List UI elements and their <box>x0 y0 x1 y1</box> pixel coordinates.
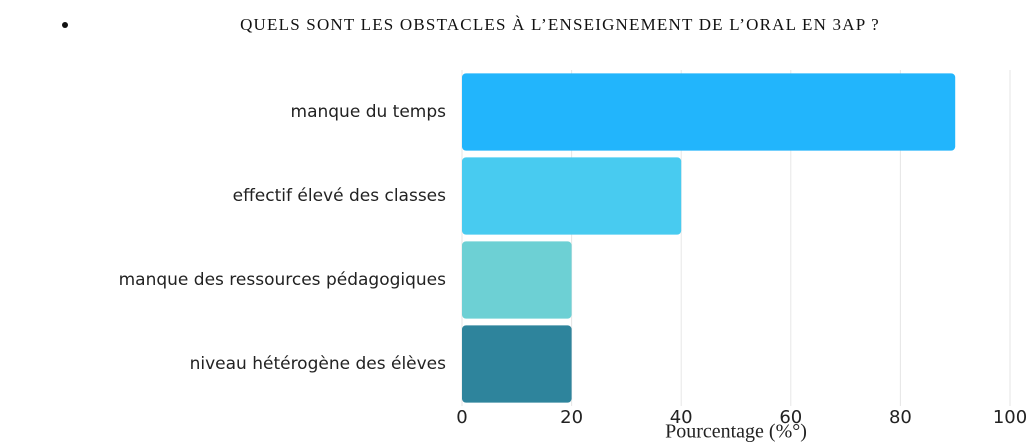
x-tick-label: 80 <box>889 407 912 428</box>
x-tick-label: 20 <box>560 407 583 428</box>
x-tick-label: 40 <box>670 407 693 428</box>
x-tick-label: 100 <box>993 407 1027 428</box>
x-tick-label: 60 <box>779 407 802 428</box>
y-tick-label: niveau hétérogène des élèves <box>190 354 447 374</box>
bar <box>462 325 572 403</box>
bullet <box>62 22 68 28</box>
bar <box>462 241 572 319</box>
bar <box>462 157 682 235</box>
y-tick-label: manque des ressources pédagogiques <box>119 270 447 290</box>
chart-title: QUELS SONT LES OBSTACLES À L’ENSEIGNEMEN… <box>240 15 880 34</box>
bar <box>462 73 956 151</box>
y-tick-label: effectif élevé des classes <box>233 186 446 206</box>
x-axis-label: Pourcentage (%°) <box>665 421 807 443</box>
y-tick-label: manque du temps <box>291 102 447 122</box>
x-tick-label: 0 <box>456 407 467 428</box>
